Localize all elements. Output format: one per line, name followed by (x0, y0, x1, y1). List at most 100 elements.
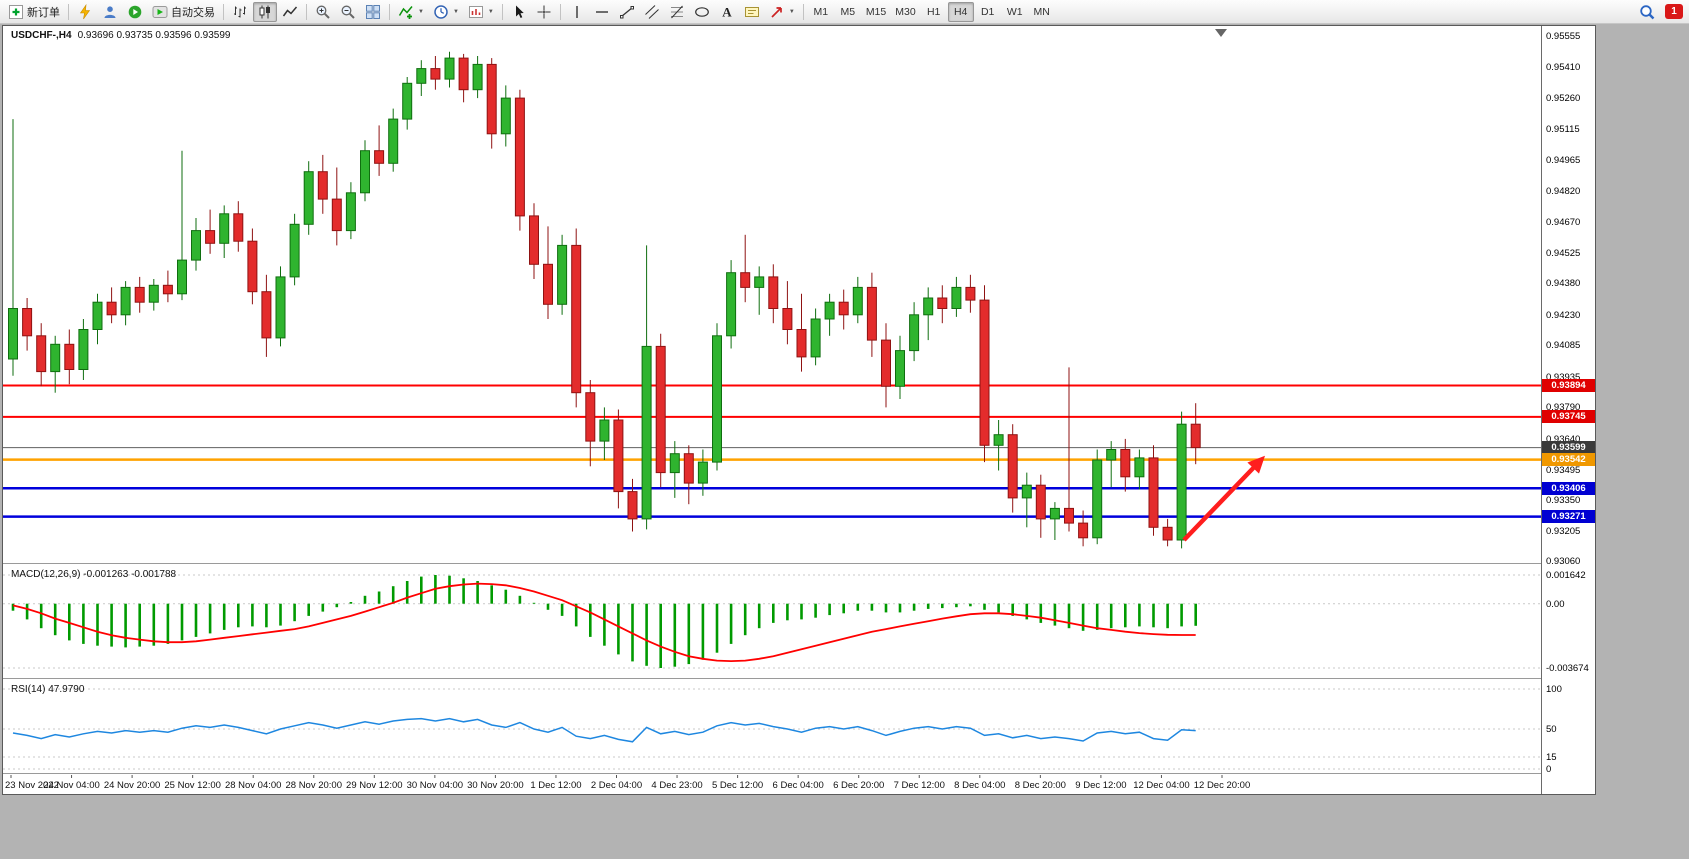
candle (416, 68, 427, 84)
candle (1064, 507, 1074, 524)
macd-pane[interactable] (3, 566, 1541, 678)
text-tool-button[interactable]: A (715, 2, 739, 22)
candle (979, 299, 990, 446)
fibonacci-tool-button[interactable] (665, 2, 689, 22)
candle (472, 63, 483, 91)
timeframe-h4-button[interactable]: H4 (947, 1, 974, 22)
price-scale[interactable]: 0.95555 0.95410 0.95260 0.95115 0.94965 0.948… (1541, 26, 1595, 794)
candle (1049, 507, 1060, 520)
rsi-pane[interactable] (3, 681, 1541, 773)
time-axis[interactable]: 23 Nov 2022 24 Nov 04:00 24 Nov 20:00 25 No… (3, 775, 1541, 794)
pane-separator[interactable] (3, 563, 1595, 566)
bar-chart-button[interactable] (228, 2, 252, 22)
macd-indicator-values: -0.001263 -0.001788 (83, 569, 177, 580)
rsi-line (12, 717, 1196, 743)
crosshair-button[interactable] (532, 2, 556, 22)
timeframe-m1-button[interactable]: M1 (813, 5, 829, 18)
cursor-icon (515, 5, 524, 18)
candle (627, 491, 638, 520)
candle (1021, 484, 1032, 499)
pane-separator[interactable] (3, 678, 1595, 681)
candle (430, 68, 441, 80)
timeframe-h1-button[interactable]: H1 (926, 5, 941, 18)
time-axis-label: 28 Nov 20:00 (285, 780, 342, 791)
candle (965, 286, 976, 301)
price-tag-0.93542: 0.93542 (1542, 453, 1595, 467)
time-axis-label: 8 Dec 04:00 (954, 780, 1005, 791)
arrows-tool-button[interactable]: ▼ (765, 2, 799, 22)
price-tick-label: 0.94230 (1546, 309, 1581, 321)
time-axis-label: 1 Dec 12:00 (530, 780, 581, 791)
tile-windows-button[interactable] (361, 2, 385, 22)
notification-badge[interactable]: 1 (1665, 4, 1683, 19)
vertical-line-tool-button[interactable] (565, 2, 589, 22)
horizontal-line-tool-button[interactable] (590, 2, 614, 22)
label-tool-button[interactable] (740, 2, 764, 22)
candle (444, 57, 455, 80)
candle (571, 244, 582, 394)
chevron-down-icon: ▼ (418, 8, 424, 15)
trendline-tool-button[interactable] (615, 2, 639, 22)
time-axis-label: 6 Dec 20:00 (833, 780, 884, 791)
price-tick-label: 0.00 (1546, 598, 1565, 610)
chart-shift-marker-icon[interactable] (1215, 29, 1227, 37)
auto-trading-icon (152, 5, 168, 18)
person-icon (104, 5, 116, 18)
ellipse-icon (694, 6, 709, 17)
timeframe-m30-button[interactable]: M30 (895, 5, 916, 18)
price-tick-label: -0.003674 (1546, 663, 1589, 674)
candle (289, 223, 300, 278)
candle (697, 461, 708, 484)
price-chart-pane[interactable] (3, 26, 1541, 563)
candle (303, 171, 314, 225)
trend-arrow[interactable] (1182, 461, 1260, 542)
candle (810, 318, 821, 358)
new-order-button[interactable]: 新订单 (4, 2, 64, 22)
strategy-tester-button[interactable] (98, 2, 122, 22)
price-tag-0.93599: 0.93599 (1542, 441, 1595, 455)
price-tick-label: 0.94525 (1546, 247, 1581, 259)
candle (50, 343, 61, 373)
clock-icon (434, 4, 448, 19)
timeframe-mn-button[interactable]: MN (1033, 5, 1050, 18)
periods-button[interactable]: ▼ (429, 2, 463, 22)
price-tick-label: 0.93935 (1546, 371, 1581, 383)
search-button[interactable] (1635, 2, 1659, 22)
timeframe-w1-button[interactable]: W1 (1006, 5, 1023, 18)
cursor-button[interactable] (507, 2, 531, 22)
candlestick-chart-button[interactable] (253, 1, 277, 22)
candle (613, 419, 624, 493)
expert-advisors-button[interactable] (123, 2, 147, 22)
zoom-out-icon (341, 5, 355, 19)
candle (923, 297, 934, 316)
zoom-in-button[interactable] (311, 2, 335, 22)
time-axis-label: 9 Dec 12:00 (1075, 780, 1126, 791)
auto-trading-label: 自动交易 (171, 6, 215, 19)
candle (1190, 423, 1201, 449)
price-tag-0.93745: 0.93745 (1542, 410, 1595, 424)
candle (1176, 423, 1187, 541)
price-tick-label: 0.93640 (1546, 433, 1581, 445)
time-axis-label: 12 Dec 04:00 (1133, 780, 1190, 791)
candle (120, 286, 131, 316)
timeframe-m15-button[interactable]: M15 (865, 5, 887, 18)
line-chart-button[interactable] (278, 2, 302, 22)
macd-signal-line (12, 582, 1196, 663)
zoom-out-button[interactable] (336, 2, 360, 22)
price-tick-label: 0.94670 (1546, 217, 1581, 229)
auto-trading-button[interactable]: 自动交易 (148, 2, 219, 22)
candle (247, 240, 258, 293)
shapes-tool-button[interactable] (690, 2, 714, 22)
candle (782, 308, 793, 330)
indicators-button[interactable]: ▼ (394, 2, 428, 22)
candle (177, 259, 187, 295)
terminal-button[interactable] (73, 2, 97, 22)
channel-tool-button[interactable] (640, 2, 664, 22)
toolbar-separator (306, 3, 307, 20)
new-order-icon (9, 4, 23, 19)
time-axis-label: 29 Nov 12:00 (346, 780, 403, 791)
timeframe-m5-button[interactable]: M5 (840, 5, 856, 18)
templates-button[interactable]: ▼ (464, 2, 498, 22)
timeframe-d1-button[interactable]: D1 (980, 5, 995, 18)
arrow-icon (771, 6, 782, 18)
